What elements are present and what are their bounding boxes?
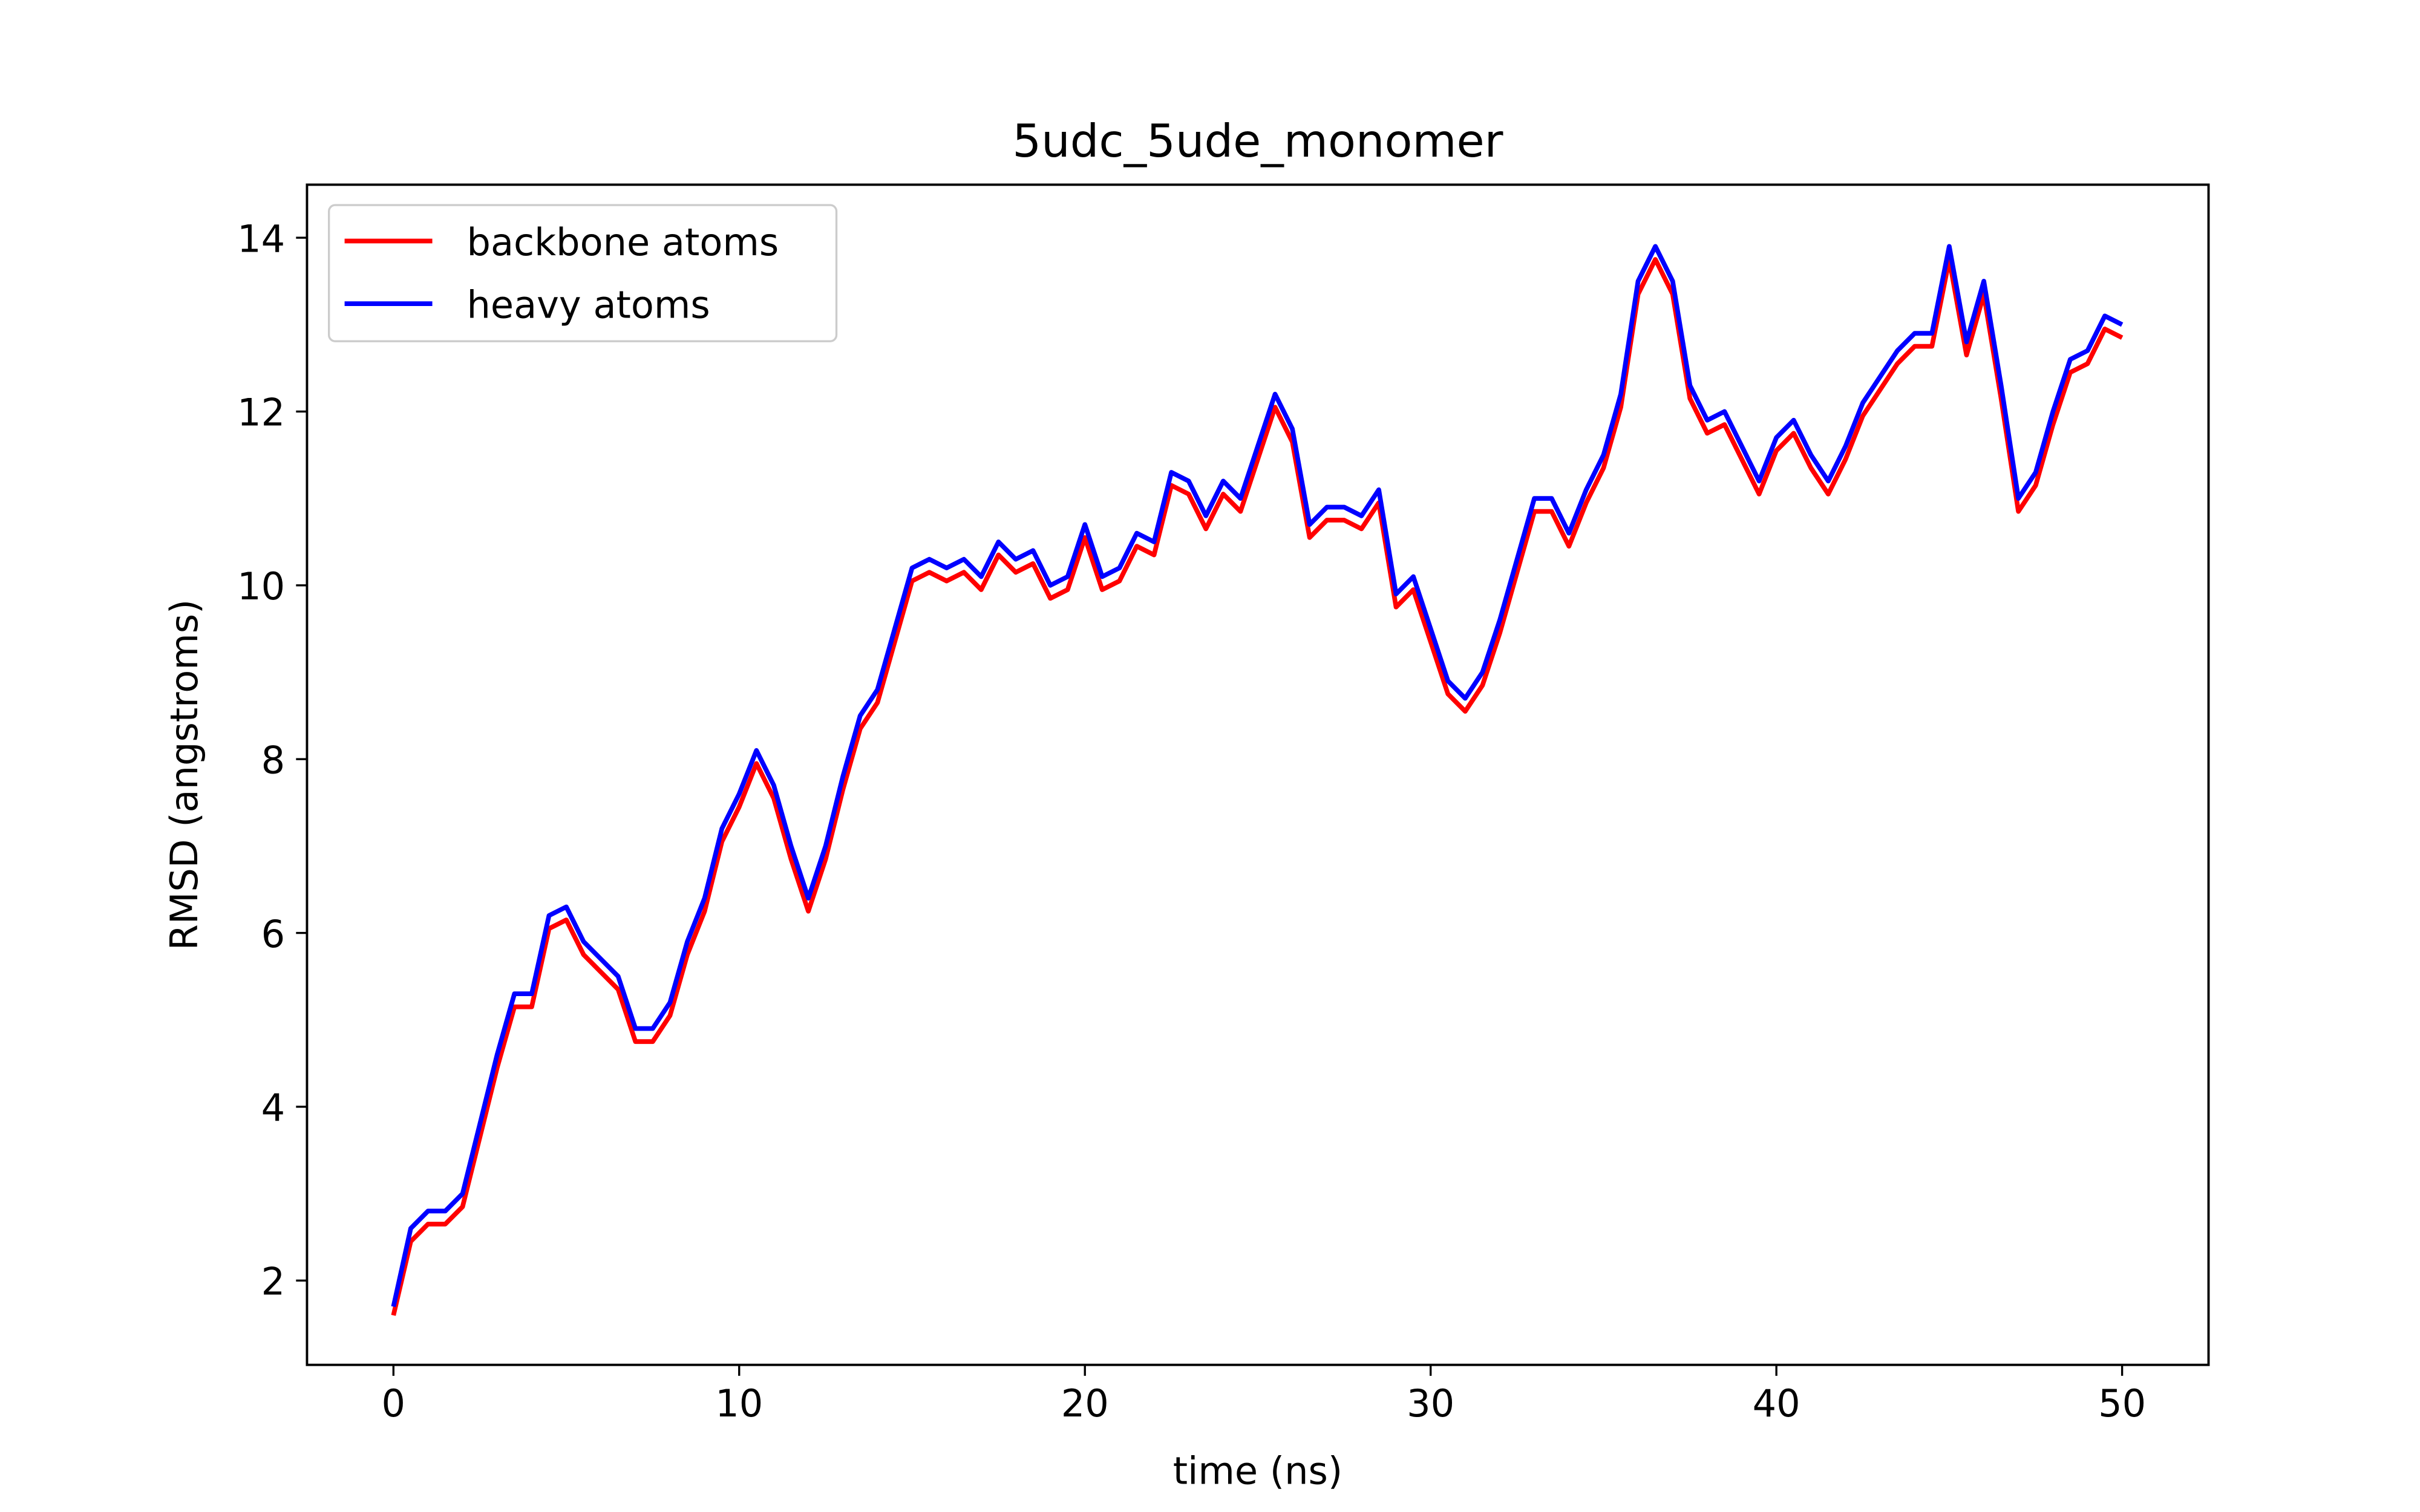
legend-label: backbone atoms	[467, 220, 779, 264]
y-tick-label: 12	[237, 391, 285, 435]
legend-box	[328, 204, 838, 342]
x-tick-label: 0	[382, 1381, 406, 1426]
y-tick-label: 4	[261, 1086, 286, 1130]
y-tick-label: 8	[261, 738, 286, 782]
y-tick-label: 14	[237, 217, 285, 261]
x-tick-label: 20	[1061, 1381, 1109, 1426]
y-axis-label: RMSD (angstroms)	[162, 599, 206, 951]
y-tick-label: 6	[261, 912, 286, 956]
y-tick-label: 10	[237, 564, 285, 608]
x-tick-label: 30	[1407, 1381, 1454, 1426]
data-line	[391, 244, 2124, 1308]
x-tick-label: 40	[1753, 1381, 1800, 1426]
x-axis-label: time (ns)	[1173, 1448, 1342, 1493]
chart-title: 5udc_5ude_monomer	[1012, 114, 1503, 168]
data-line	[391, 257, 2124, 1316]
x-tick-label: 50	[2098, 1381, 2146, 1426]
y-tick-label: 2	[261, 1260, 286, 1304]
legend-label: heavy atoms	[467, 282, 710, 327]
plot-frame	[306, 183, 2210, 1366]
x-tick-label: 10	[715, 1381, 763, 1426]
